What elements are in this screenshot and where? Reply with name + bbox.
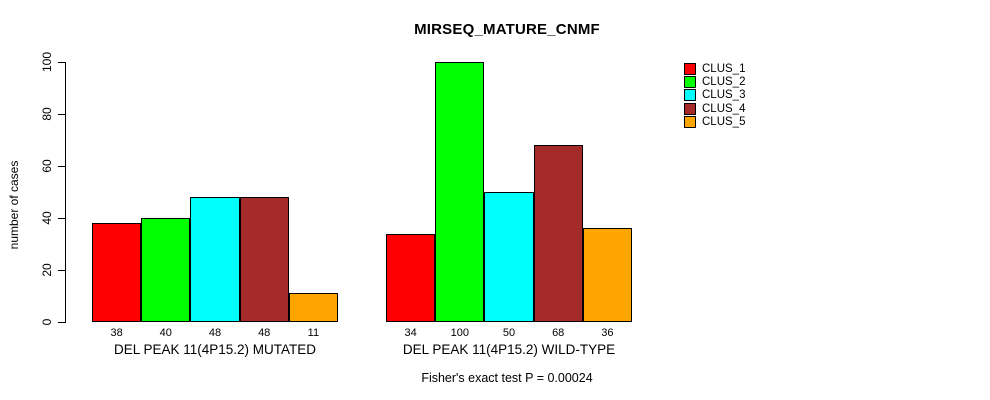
legend-label: CLUS_4 — [702, 102, 746, 115]
legend-swatch-clus_4 — [684, 102, 696, 115]
y-tick-mark — [58, 166, 65, 167]
y-tick-mark — [58, 322, 65, 323]
y-axis-line — [65, 62, 66, 323]
chart-footer-annotation: Fisher's exact test P = 0.00024 — [421, 371, 593, 385]
legend-label: CLUS_1 — [702, 62, 746, 75]
y-tick-label: 60 — [40, 159, 54, 173]
legend-item-clus_2: CLUS_2 — [684, 75, 746, 89]
legend-item-clus_4: CLUS_4 — [684, 102, 745, 115]
bar-clus_2-group1 — [141, 218, 191, 322]
legend-item-clus_5: CLUS_5 — [684, 116, 745, 129]
bar-value-label: 50 — [502, 327, 516, 339]
legend-swatch-clus_3 — [684, 89, 696, 102]
bar-clus_5-group2 — [582, 228, 632, 322]
bar-value-label: 48 — [208, 327, 222, 339]
bar-value-label: 38 — [110, 327, 123, 339]
y-tick-mark — [58, 270, 65, 271]
legend-swatch-clus_5 — [684, 116, 696, 129]
y-tick-mark — [58, 218, 65, 219]
y-tick-label: 20 — [40, 263, 54, 277]
bar-clus_4-group1 — [239, 197, 289, 322]
bar-value-label: 11 — [307, 327, 320, 339]
legend-swatch-clus_1 — [684, 62, 696, 75]
bar-value-label: 40 — [159, 327, 172, 339]
group-label: DEL PEAK 11(4P15.2) WILD-TYPE — [402, 342, 616, 357]
legend-swatch-clus_2 — [684, 76, 696, 89]
legend-label: CLUS_2 — [702, 76, 746, 89]
legend-item-clus_3: CLUS_3 — [684, 89, 745, 102]
group-label: DEL PEAK 11(4P15.2) MUTATED — [113, 342, 317, 357]
bar-clus_3-group2 — [484, 192, 534, 322]
bar-clus_1-group2 — [386, 233, 436, 322]
legend: CLUS_1 CLUS_2 CLUS_3 CLUS_4 CLUS_5 — [684, 62, 745, 129]
legend-label: CLUS_5 — [702, 116, 746, 129]
bar-clus_2-group2 — [435, 62, 485, 322]
y-tick-label: 80 — [40, 107, 54, 121]
y-tick-label: 100 — [40, 51, 54, 73]
bar-value-label: 36 — [601, 327, 614, 339]
y-tick-mark — [58, 114, 65, 115]
bar-value-label: 34 — [404, 327, 417, 339]
bar-value-label: 100 — [450, 327, 469, 339]
y-tick-mark — [58, 62, 65, 63]
bar-value-label: 48 — [258, 327, 271, 339]
y-axis-title: number of cases — [7, 160, 21, 250]
y-tick-label: 40 — [40, 211, 54, 225]
legend-item-clus_1: CLUS_1 — [684, 62, 745, 75]
bar-clus_3-group1 — [190, 197, 240, 322]
legend-label: CLUS_3 — [702, 89, 746, 102]
bar-clus_4-group2 — [533, 145, 583, 322]
bar-clus_5-group1 — [288, 293, 338, 322]
bar-value-label: 68 — [552, 327, 565, 339]
bar-clus_1-group1 — [92, 223, 142, 322]
y-tick-label: 0 — [40, 318, 54, 326]
chart-title: MIRSEQ_MATURE_CNMF — [414, 21, 600, 38]
